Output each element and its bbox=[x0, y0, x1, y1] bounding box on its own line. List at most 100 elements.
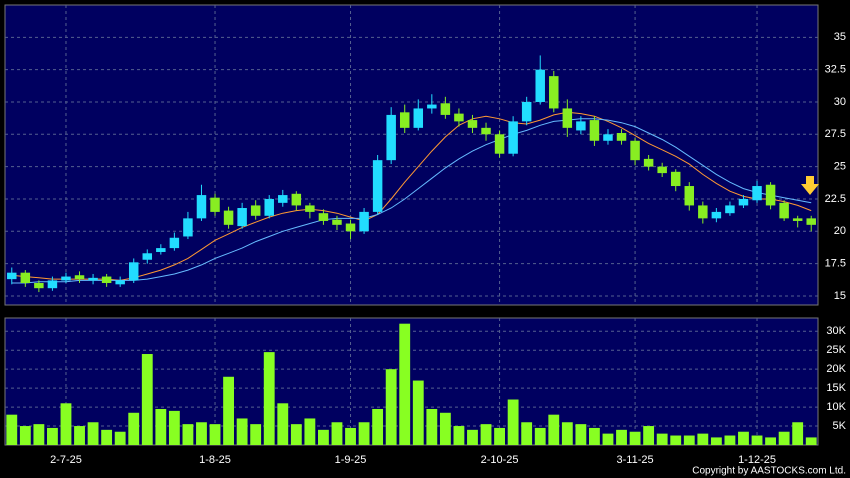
volume-bar bbox=[101, 429, 113, 445]
volume-bar bbox=[250, 424, 262, 445]
candle-body bbox=[535, 69, 545, 102]
candle-body bbox=[264, 198, 274, 216]
volume-bar bbox=[182, 424, 194, 445]
candle-body bbox=[250, 205, 261, 216]
volume-bar bbox=[765, 437, 776, 445]
candle-body bbox=[670, 171, 681, 187]
candle-body bbox=[345, 223, 356, 232]
candle-body bbox=[467, 120, 478, 128]
volume-bar bbox=[345, 427, 356, 445]
candle-body bbox=[34, 283, 44, 289]
candle-body bbox=[684, 186, 695, 206]
candle-body bbox=[318, 213, 329, 221]
y-tick-label: 30 bbox=[834, 96, 846, 108]
volume-bar bbox=[6, 414, 18, 445]
volume-bar bbox=[385, 369, 397, 445]
candle-body bbox=[196, 195, 207, 219]
volume-bar bbox=[589, 427, 600, 445]
candle-body bbox=[413, 108, 424, 128]
x-tick-label: 3-11-25 bbox=[617, 454, 654, 466]
volume-bar bbox=[47, 427, 58, 445]
volume-bar bbox=[616, 429, 627, 445]
y-tick-label: 25 bbox=[834, 161, 846, 173]
plot-layer: 15 17.5 20 22.5 25 27.5 30 32.5 35 5K 10K 15K 20K 25K… bbox=[5, 5, 847, 466]
volume-bar bbox=[141, 354, 153, 445]
candle-body bbox=[643, 158, 654, 167]
volume-bar bbox=[751, 435, 763, 445]
candle-body bbox=[630, 140, 640, 161]
candle-body bbox=[698, 205, 708, 219]
x-tick-label: 1-8-25 bbox=[199, 454, 231, 466]
candle-body bbox=[156, 248, 166, 252]
candle-body bbox=[61, 276, 71, 281]
candle-body bbox=[386, 114, 396, 161]
volume-bar bbox=[656, 433, 668, 445]
volume-bar bbox=[358, 422, 370, 445]
candle-body bbox=[521, 101, 532, 122]
candle-body bbox=[481, 127, 491, 135]
volume-panel bbox=[4, 317, 819, 446]
volume-bar bbox=[372, 408, 384, 445]
candle-body bbox=[359, 211, 369, 232]
candle-body bbox=[752, 186, 762, 201]
candle-body bbox=[725, 205, 735, 214]
candle-body bbox=[237, 208, 247, 227]
volume-bar bbox=[412, 380, 424, 445]
volume-bar bbox=[670, 435, 682, 445]
volume-bar bbox=[439, 412, 451, 445]
volume-bar bbox=[128, 412, 140, 445]
candle-body bbox=[806, 218, 816, 225]
volume-bar bbox=[561, 422, 573, 445]
candle-body bbox=[88, 277, 98, 281]
candle-body bbox=[115, 280, 125, 285]
candle-body bbox=[589, 120, 600, 141]
volume-bar bbox=[480, 424, 492, 445]
candle-body bbox=[372, 160, 383, 212]
moving-average-line bbox=[11, 118, 812, 284]
candle-body bbox=[332, 219, 342, 225]
candle-body bbox=[711, 211, 722, 219]
volume-bar bbox=[155, 408, 167, 445]
candle-body bbox=[305, 205, 315, 212]
candle-body bbox=[399, 112, 410, 128]
volume-bar bbox=[602, 433, 614, 445]
volume-bar bbox=[277, 403, 289, 445]
candle-body bbox=[101, 276, 112, 284]
y-tick-label: 22.5 bbox=[825, 193, 846, 205]
y-tick-label: 27.5 bbox=[825, 128, 846, 140]
candle-body bbox=[278, 195, 288, 203]
candle-body bbox=[738, 198, 749, 206]
volume-tick-label: 10K bbox=[826, 401, 846, 413]
volume-bar bbox=[331, 422, 343, 445]
volume-bar bbox=[74, 426, 85, 445]
copyright: Copyright by AASTOCKS.com Ltd. bbox=[692, 466, 846, 477]
candle-body bbox=[210, 197, 220, 212]
candle-body bbox=[454, 113, 464, 122]
candle-body bbox=[508, 121, 518, 154]
volume-bar bbox=[426, 408, 438, 445]
volume-bar bbox=[168, 410, 180, 445]
candle-body bbox=[47, 280, 58, 289]
y-tick-label: 32.5 bbox=[825, 64, 846, 76]
volume-bar bbox=[548, 414, 560, 445]
y-tick-label: 17.5 bbox=[825, 258, 846, 270]
candle-body bbox=[549, 76, 559, 109]
candle-body bbox=[427, 104, 437, 109]
volume-bar bbox=[209, 424, 221, 445]
volume-tick-label: 25K bbox=[826, 344, 846, 356]
volume-bar bbox=[60, 403, 72, 445]
volume-bar bbox=[643, 426, 655, 445]
volume-bar bbox=[724, 435, 736, 445]
price-panel bbox=[4, 4, 819, 306]
moving-average-line bbox=[11, 111, 812, 281]
volume-bar bbox=[399, 323, 411, 445]
volume-tick-label: 15K bbox=[826, 382, 846, 394]
candle-body bbox=[223, 210, 234, 225]
volume-bar bbox=[263, 352, 275, 445]
volume-bar bbox=[738, 431, 749, 445]
volume-bar bbox=[33, 424, 45, 445]
volume-bar bbox=[114, 431, 126, 445]
candle-body bbox=[20, 272, 31, 284]
